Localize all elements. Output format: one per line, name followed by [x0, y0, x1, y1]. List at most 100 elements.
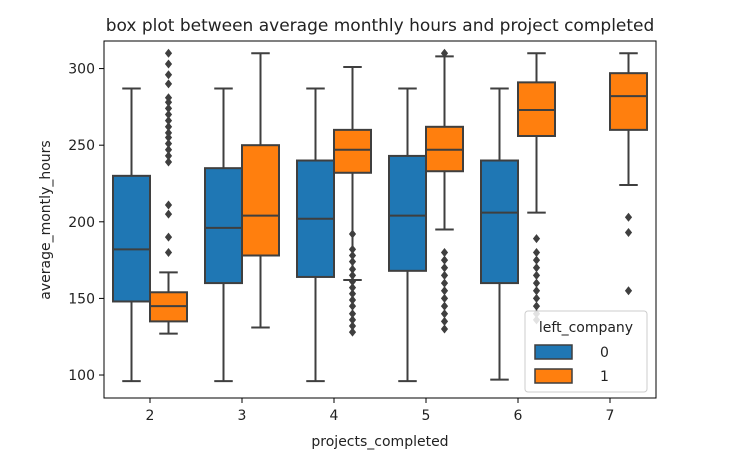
box-1-3 [241, 52, 280, 329]
box-body [388, 154, 427, 272]
y-tick-label: 250 [68, 138, 95, 154]
outlier-point [440, 286, 449, 296]
y-tick-label: 100 [68, 368, 95, 384]
outlier-point [440, 247, 449, 257]
outlier-point [348, 295, 357, 305]
outlier-point [440, 263, 449, 273]
outlier-point [164, 200, 173, 210]
outlier-point [532, 255, 541, 265]
outlier-point [348, 309, 357, 319]
outlier-point [348, 270, 357, 280]
box-body [241, 144, 280, 257]
box-body [333, 128, 372, 174]
outlier-point [348, 289, 357, 299]
outlier-point [440, 293, 449, 303]
outlier-point [624, 228, 633, 238]
outlier-point [440, 301, 449, 311]
legend-label: 0 [600, 345, 609, 361]
outlier-point [164, 247, 173, 257]
outlier-point [164, 151, 173, 161]
outlier-point [164, 133, 173, 143]
y-tick-label: 150 [68, 291, 95, 307]
outlier-point [348, 301, 357, 311]
legend-title: left_company [539, 320, 633, 336]
y-axis: 100 150 200 250 300 [68, 62, 104, 384]
outlier-point [348, 264, 357, 274]
outlier-point [164, 157, 173, 167]
outlier-point [164, 93, 173, 103]
box-0-2 [112, 87, 151, 383]
box-1-2 [149, 48, 188, 335]
outlier-point [440, 270, 449, 280]
plot-area [112, 48, 648, 383]
outlier-point [164, 79, 173, 89]
outlier-point [348, 315, 357, 325]
legend-label: 1 [600, 369, 609, 385]
outlier-point [532, 293, 541, 303]
x-tick-label: 3 [238, 408, 247, 424]
box-1-4 [333, 66, 372, 337]
x-tick-label: 4 [330, 408, 339, 424]
y-axis-label: average_montly_hours [38, 140, 54, 299]
outlier-point [164, 116, 173, 126]
outlier-point [532, 278, 541, 288]
outlier-point [532, 247, 541, 257]
outlier-point [348, 283, 357, 293]
x-tick-label: 7 [606, 408, 615, 424]
x-axis: 2 3 4 5 6 7 [146, 398, 615, 424]
box-body [609, 72, 648, 131]
y-tick-label: 300 [68, 62, 95, 78]
outlier-point [532, 286, 541, 296]
plot-frame [103, 40, 657, 399]
outlier-point [624, 286, 633, 296]
outlier-point [164, 59, 173, 69]
legend-swatch [534, 344, 573, 360]
box-body [112, 174, 151, 303]
outlier-point [532, 234, 541, 244]
outlier-point [348, 277, 357, 287]
box-0-4 [296, 87, 335, 383]
outlier-point [440, 324, 449, 334]
outlier-point [348, 257, 357, 267]
outlier-point [164, 110, 173, 120]
box-1-5 [425, 48, 464, 334]
x-tick-label: 5 [422, 408, 431, 424]
outlier-point [440, 48, 449, 58]
legend: left_company 0 1 [524, 310, 648, 393]
box-0-5 [388, 87, 427, 383]
outlier-point [440, 255, 449, 265]
x-axis-label: projects_completed [311, 434, 448, 450]
outlier-point [348, 251, 357, 261]
outlier-point [440, 316, 449, 326]
outlier-point [624, 212, 633, 222]
outlier-point [164, 70, 173, 80]
outlier-point [348, 244, 357, 254]
outlier-point [164, 232, 173, 242]
box-1-7 [609, 52, 648, 296]
outlier-point [440, 278, 449, 288]
outlier-point [348, 321, 357, 331]
outlier-point [532, 263, 541, 273]
box-body [204, 167, 243, 285]
box-0-3 [204, 87, 243, 383]
outlier-point [164, 209, 173, 219]
outlier-point [348, 229, 357, 239]
outlier-point [532, 270, 541, 280]
outlier-point [164, 122, 173, 132]
outlier-point [164, 97, 173, 107]
outlier-point [440, 309, 449, 319]
box-body [480, 159, 519, 285]
x-tick-label: 2 [146, 408, 155, 424]
legend-swatch [534, 368, 573, 384]
x-tick-label: 6 [514, 408, 523, 424]
box-0-6 [480, 87, 519, 381]
outlier-point [164, 145, 173, 155]
outlier-point [348, 327, 357, 337]
outlier-point [532, 301, 541, 311]
outlier-point [164, 139, 173, 149]
outlier-point [164, 103, 173, 113]
outlier-point [164, 128, 173, 138]
box-1-6 [517, 52, 556, 325]
chart-title: box plot between average monthly hours a… [106, 16, 655, 36]
